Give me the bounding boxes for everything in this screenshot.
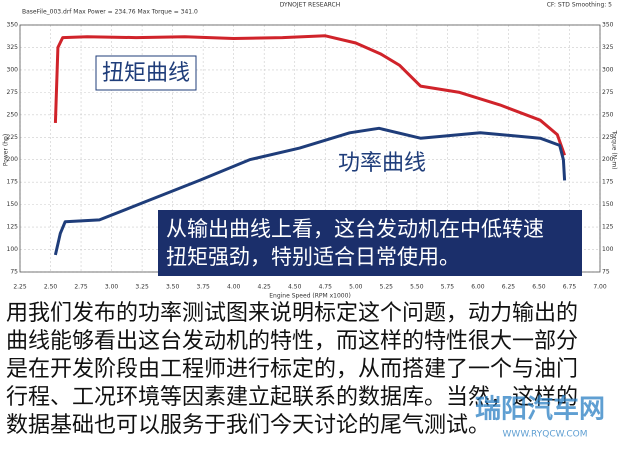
- y2-tick-label: 100: [602, 246, 614, 253]
- x-tick-label: 6.25: [502, 284, 516, 291]
- y2-tick-label: 300: [602, 66, 614, 73]
- x-tick-label: 6.00: [471, 284, 485, 291]
- x-tick-label: 4.00: [227, 284, 241, 291]
- x-tick-label: 4.50: [288, 284, 302, 291]
- x-tick-label: 2.75: [74, 284, 88, 291]
- y-tick-label: 250: [7, 111, 19, 118]
- y-tick-label: 225: [7, 134, 19, 141]
- x-tick-label: 3.75: [196, 284, 210, 291]
- y-tick-label: 200: [7, 156, 19, 163]
- paragraph-line: 数据基础也可以服务于我们今天讨论的尾气测试。: [6, 413, 490, 438]
- y2-tick-label: 125: [602, 224, 614, 231]
- y-tick-label: 350: [7, 22, 19, 29]
- y-tick-label: 300: [7, 66, 19, 73]
- y-axis-label: Power (hp): [3, 134, 10, 166]
- y-tick-label: 325: [7, 44, 19, 51]
- x-tick-label: 5.25: [380, 284, 394, 291]
- x-tick-label: 4.75: [319, 284, 333, 291]
- y2-tick-label: 225: [602, 134, 614, 141]
- y-tick-label: 75: [10, 269, 18, 276]
- y-tick-label: 150: [7, 201, 19, 208]
- series-line: [53, 34, 567, 156]
- watermark-url: WWW.RYQCW.COM: [503, 430, 588, 440]
- y2-tick-label: 75: [602, 269, 610, 276]
- paragraph: 用我们发布的功率测试图来说明标定这个问题，动力输出的曲线能够看出这台发动机的特性…: [6, 301, 578, 438]
- x-tick-label: 2.25: [13, 284, 27, 291]
- y2-axis-label: Torque (N-m): [611, 129, 618, 169]
- paragraph-line: 用我们发布的功率测试图来说明标定这个问题，动力输出的: [6, 301, 578, 326]
- y-tick-label: 275: [7, 89, 19, 96]
- x-tick-label: 6.75: [563, 284, 577, 291]
- torque-label-box: [95, 55, 197, 91]
- x-tick-label: 3.00: [105, 284, 119, 291]
- x-tick-label: 7.00: [593, 284, 607, 291]
- power-label: 功率曲线: [338, 151, 426, 176]
- x-tick-label: 4.25: [258, 284, 272, 291]
- note-line: 从输出曲线上看，这台发动机在中低转速: [166, 217, 544, 241]
- header-file: BaseFile_003.drf Max Power = 234.76 Max …: [22, 9, 198, 16]
- y2-tick-label: 325: [602, 44, 614, 51]
- y-tick-label: 175: [7, 179, 19, 186]
- x-axis-label: Engine Speed (RPM x1000): [269, 293, 351, 300]
- paragraph-line: 是在开发阶段由工程师进行标定的，从而搭建了一个与油门: [6, 357, 578, 382]
- series-line: [53, 126, 567, 256]
- note-line: 扭矩强劲，特别适合日常使用。: [166, 245, 460, 269]
- y2-tick-label: 200: [602, 156, 614, 163]
- note-box: [158, 210, 582, 276]
- x-tick-label: 5.00: [349, 284, 363, 291]
- y2-tick-label: 350: [602, 22, 614, 29]
- y2-tick-label: 175: [602, 179, 614, 186]
- x-tick-label: 5.50: [410, 284, 424, 291]
- paragraph-line: 行程、工况环境等因素建立起联系的数据库。当然，这样的: [6, 385, 578, 410]
- torque-label: 扭矩曲线: [102, 61, 190, 86]
- y2-tick-label: 250: [602, 111, 614, 118]
- x-tick-label: 3.50: [166, 284, 180, 291]
- watermark: 瑞阳汽车网: [475, 394, 605, 425]
- y-tick-label: 100: [7, 246, 19, 253]
- x-tick-label: 3.25: [135, 284, 149, 291]
- header-title: DYNOJET RESEARCH: [280, 2, 341, 9]
- x-tick-label: 6.50: [532, 284, 546, 291]
- x-tick-label: 5.75: [441, 284, 455, 291]
- paragraph-line: 曲线能够看出这台发动机的特性，而这样的特性很大一部分: [6, 329, 578, 354]
- header-settings: CF: STD Smoothing: 5: [547, 2, 612, 9]
- y2-tick-label: 275: [602, 89, 614, 96]
- y2-tick-label: 150: [602, 201, 614, 208]
- y-tick-label: 125: [7, 224, 19, 231]
- x-tick-label: 2.50: [44, 284, 58, 291]
